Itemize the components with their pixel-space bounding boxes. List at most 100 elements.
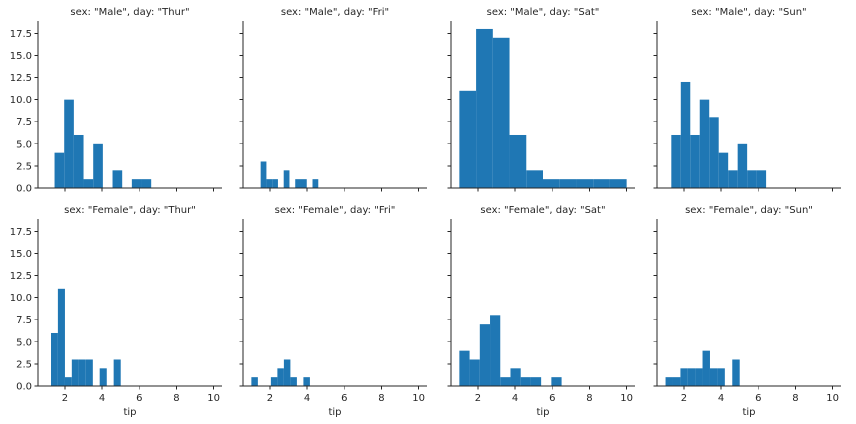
x-tick-label: 4 (512, 393, 518, 404)
histogram-bar (283, 359, 291, 386)
histogram-bar (526, 170, 543, 188)
x-tick-label: 2 (62, 393, 68, 404)
x-tick-label: 10 (412, 393, 425, 404)
facet-panel: sex: "Male", day: "Fri" (239, 7, 427, 192)
x-tick-label: 2 (267, 393, 273, 404)
facet-panel: sex: "Female", day: "Sun" 2 4 6 8 10 tip (653, 205, 841, 418)
x-tick-label: 6 (755, 393, 761, 404)
x-tick-label: 6 (341, 393, 347, 404)
y-tick-label: 5.0 (16, 139, 32, 150)
histogram-bar (680, 81, 691, 188)
histogram-bar (283, 170, 290, 188)
histogram-bar (702, 350, 710, 386)
histogram-bar (490, 315, 501, 386)
histogram-bar (51, 332, 58, 386)
histogram-bar (251, 377, 258, 386)
histogram-bar (459, 90, 477, 188)
x-tick-label: 10 (207, 393, 220, 404)
histogram-bar (665, 377, 673, 386)
histogram-bar (520, 377, 531, 386)
y-tick-label: 5.0 (16, 337, 32, 348)
facet-panel: sex: "Male", day: "Sun" (653, 7, 841, 192)
panel-title: sex: "Female", day: "Sun" (685, 205, 813, 216)
histogram-bar (559, 179, 577, 188)
panel-title: sex: "Male", day: "Sun" (691, 7, 806, 18)
x-tick-label: 8 (173, 393, 179, 404)
panel-title: sex: "Female", day: "Sat" (480, 205, 605, 216)
facet-panel: sex: "Male", day: "Sat" (447, 7, 635, 192)
histogram-bar (593, 179, 610, 188)
histogram-bar (112, 170, 123, 188)
histogram-bar (576, 179, 594, 188)
histogram-bar (492, 37, 510, 188)
histogram-bar (699, 99, 710, 188)
histogram-bar (718, 152, 729, 188)
histogram-bar (737, 143, 748, 188)
histogram-bar (71, 359, 79, 386)
histogram-bar (709, 117, 719, 188)
x-axis-label: tip (536, 407, 549, 418)
histogram-bar (690, 134, 700, 188)
histogram-bar (73, 134, 84, 188)
histogram-bar (141, 179, 152, 188)
x-tick-label: 8 (586, 393, 592, 404)
histogram-bar (695, 368, 703, 386)
histogram-bar (300, 179, 307, 188)
x-tick-label: 4 (99, 393, 105, 404)
y-tick-label: 7.5 (16, 117, 32, 128)
y-tick-label: 12.5 (10, 271, 32, 282)
histogram-bar (57, 288, 65, 386)
y-tick-label: 7.5 (16, 315, 32, 326)
histogram-bar (500, 377, 511, 386)
histogram-bar (272, 179, 278, 188)
histogram-bar (671, 134, 681, 188)
x-axis-label: tip (328, 407, 341, 418)
facet-panel: sex: "Male", day: "Thur" 0.0 2.5 5.0 7.5 10.0… (10, 7, 222, 195)
x-tick-label: 10 (826, 393, 839, 404)
histogram-bar (312, 179, 319, 188)
x-tick-label: 6 (136, 393, 142, 404)
histogram-bar (680, 368, 688, 386)
histogram-bar (266, 179, 273, 188)
panel-title: sex: "Male", day: "Thur" (70, 7, 189, 18)
histogram-bar (509, 134, 527, 188)
histogram-bar (732, 359, 740, 386)
histogram-bar (747, 170, 757, 188)
histogram-bar (551, 377, 562, 386)
histogram-bar (756, 170, 767, 188)
histogram-bar (303, 377, 310, 386)
histogram-bar (78, 359, 86, 386)
y-tick-label: 17.5 (10, 227, 32, 238)
y-tick-label: 10.0 (10, 293, 32, 304)
x-tick-label: 2 (475, 393, 481, 404)
histogram-bar (728, 170, 738, 188)
y-tick-label: 0.0 (16, 184, 32, 195)
histogram-bar (469, 359, 480, 386)
x-tick-label: 4 (304, 393, 310, 404)
histogram-bar (260, 161, 267, 188)
histogram-bar (113, 359, 121, 386)
x-tick-label: 8 (792, 393, 798, 404)
histogram-bar (510, 368, 521, 386)
y-tick-label: 15.0 (10, 249, 32, 260)
x-tick-label: 10 (620, 393, 633, 404)
x-axis-label: tip (742, 407, 755, 418)
histogram-bar (295, 179, 301, 188)
y-tick-label: 0.0 (16, 382, 32, 393)
histogram-bar (479, 324, 491, 386)
histogram-bar (64, 377, 72, 386)
x-tick-label: 2 (681, 393, 687, 404)
panel-title: sex: "Female", day: "Fri" (275, 205, 396, 216)
histogram-bar (64, 99, 74, 188)
histogram-bar (270, 377, 278, 386)
facet-panel: sex: "Female", day: "Fri" 2 4 6 8 10 tip (239, 205, 427, 418)
facet-panel: sex: "Female", day: "Thur" 0.0 2.5 5.0 7.5 10… (10, 205, 222, 418)
histogram-bar (277, 368, 284, 386)
histogram-bar (131, 179, 142, 188)
histogram-bar (99, 368, 107, 386)
histogram-bar (54, 152, 65, 188)
y-tick-label: 17.5 (10, 29, 32, 40)
y-tick-label: 15.0 (10, 51, 32, 62)
histogram-bar (83, 179, 94, 188)
